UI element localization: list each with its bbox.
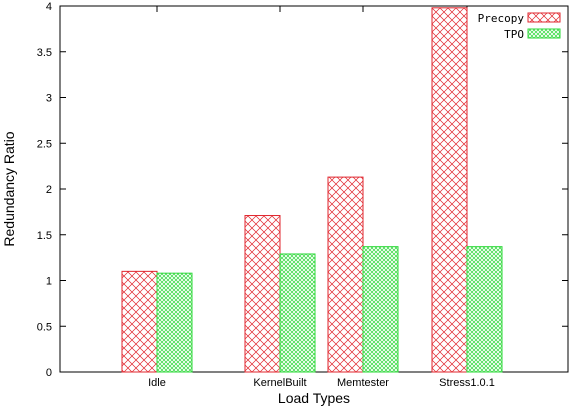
x-tick-label: Idle (148, 377, 166, 389)
bar-tpo-idle (156, 272, 193, 373)
y-tick-label: 0.5 (37, 321, 52, 333)
bar-tpo-kernelbuilt (279, 253, 316, 373)
y-tick-label: 2.5 (37, 138, 52, 150)
x-axis-ticks: Idle KernelBuilt Memtester Stress1.0.1 (148, 6, 495, 389)
y-tick-label: 1.5 (37, 230, 52, 242)
x-tick-label: Stress1.0.1 (439, 377, 495, 389)
y-tick-label: 3.5 (37, 47, 52, 59)
bar-precopy-memtester (327, 176, 364, 373)
x-tick-label: Memtester (337, 377, 389, 389)
legend-swatch (527, 12, 561, 23)
y-tick-label: 1 (46, 276, 52, 288)
y-axis-ticks: 0 0.5 1 1.5 2 2.5 3 3.5 4 (37, 1, 568, 379)
bar-tpo-memtester (362, 246, 399, 373)
legend: Precopy TPO (478, 12, 561, 41)
bar-precopy-stress1-0-1 (431, 7, 468, 373)
y-tick-label: 4 (46, 1, 52, 13)
legend-swatch (527, 28, 561, 39)
legend-label: Precopy (478, 12, 525, 25)
y-tick-label: 3 (46, 93, 52, 105)
bar-precopy-idle (121, 270, 158, 373)
x-tick-label: KernelBuilt (253, 377, 306, 389)
y-tick-label: 0 (46, 367, 52, 379)
legend-label: TPO (504, 28, 524, 41)
bar-precopy-kernelbuilt (244, 215, 281, 373)
y-axis-title: Redundancy Ratio (1, 131, 17, 246)
bar-tpo-stress1-0-1 (466, 246, 503, 373)
bars (121, 7, 503, 373)
x-axis-title: Load Types (278, 390, 350, 406)
y-tick-label: 2 (46, 184, 52, 196)
